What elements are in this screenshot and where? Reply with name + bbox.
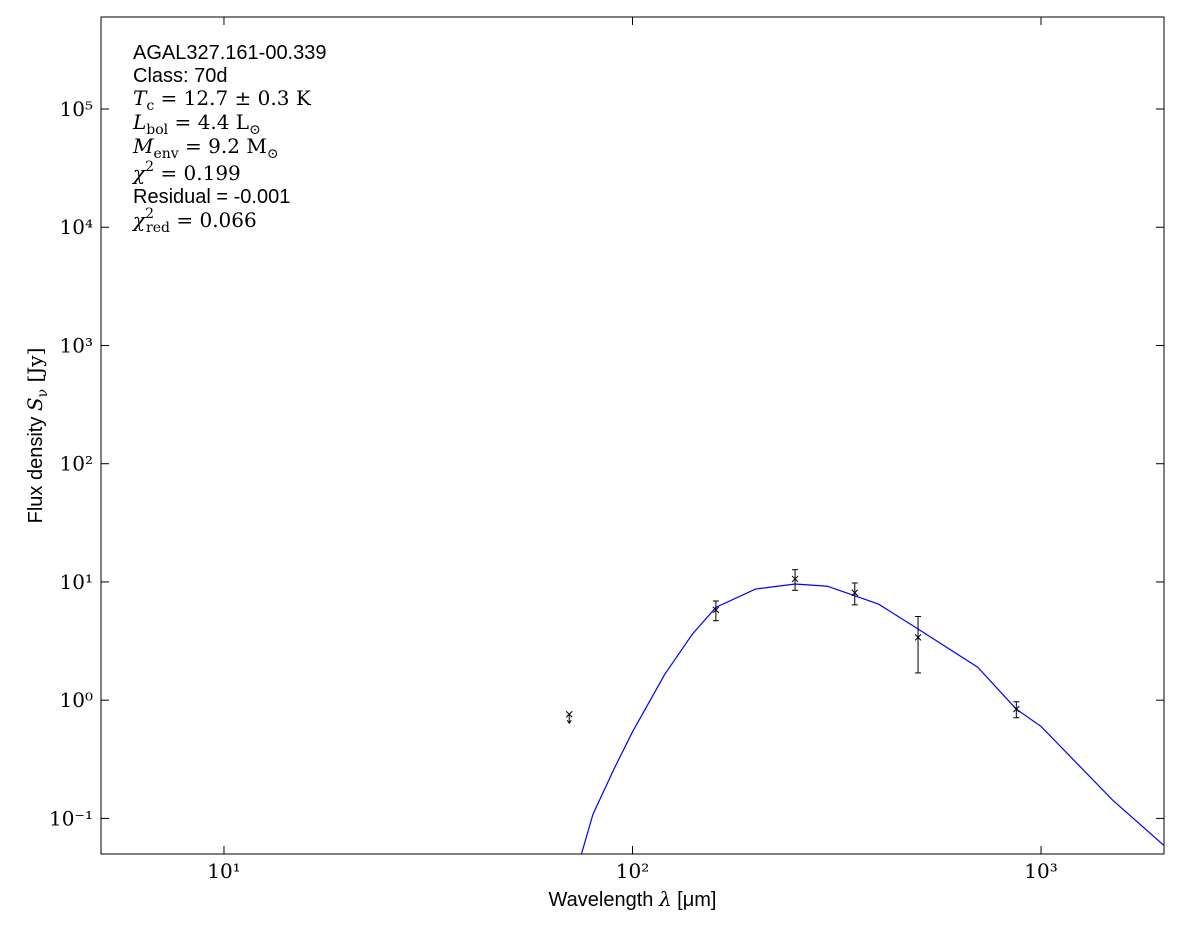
- y-label-unit: [Jy]: [23, 348, 47, 389]
- error-bar: [712, 600, 719, 622]
- x-axis-label: Wavelength λ [μm]: [549, 887, 717, 911]
- annotation-symbol: T: [133, 86, 148, 110]
- y-tick-label: 10⁰: [60, 688, 93, 712]
- annotation: χ2 = 0.199: [131, 159, 241, 185]
- y-tick-label: 10²: [60, 452, 93, 476]
- y-tick-label: 10⁻¹: [49, 806, 93, 830]
- annotation-text: = 4.4 L: [168, 110, 249, 134]
- annotation-text: = 9.2 M: [179, 134, 267, 158]
- y-label-symbol: S: [23, 397, 47, 411]
- error-bar: [915, 616, 922, 674]
- y-label-text: Flux density: [25, 411, 47, 523]
- annotation-sub2: ⊙: [249, 122, 261, 138]
- annotation-sup: 2: [145, 159, 154, 175]
- annotation-text: = 0.066: [170, 208, 257, 232]
- x-tick-label: 10³: [1024, 859, 1057, 883]
- annotation-symbol: L: [132, 110, 146, 134]
- x-label-text: Wavelength: [549, 889, 659, 911]
- y-tick-label: 10³: [60, 333, 93, 357]
- annotation-text: = 0.199: [154, 161, 241, 185]
- annotation-sup: 2: [145, 206, 154, 222]
- upper-limit: [565, 710, 573, 725]
- annotation-symbol: χ: [131, 208, 147, 232]
- annotation-symbol: χ: [131, 161, 147, 185]
- x-tick-label: 10²: [616, 859, 649, 883]
- y-tick-label: 10¹: [60, 570, 93, 594]
- annotation: Residual = -0.001: [133, 186, 290, 208]
- annotation-text: = 12.7 ± 0.3 K: [154, 86, 312, 110]
- annotation-sub: c: [146, 98, 154, 114]
- annotation-sub: env: [153, 146, 178, 162]
- annotation: AGAL327.161-00.339: [133, 42, 327, 64]
- data-point: [791, 575, 799, 583]
- data-point: [1012, 705, 1020, 713]
- annotation: Menv = 9.2 M⊙: [132, 134, 279, 162]
- annotation-sub2: ⊙: [267, 146, 279, 162]
- annotation: Class: 70d: [133, 65, 228, 87]
- annotation-symbol: M: [132, 134, 154, 158]
- data-point: [851, 589, 859, 597]
- y-axis-label: Flux density Sν [Jy]: [23, 348, 51, 524]
- annotation: Lbol = 4.4 L⊙: [132, 110, 261, 138]
- data-point: [712, 606, 720, 614]
- data-point: [914, 633, 922, 641]
- annotation: χ2 red = 0.066: [131, 206, 257, 236]
- y-tick-label: 10⁴: [60, 215, 93, 239]
- y-tick-label: 10⁵: [60, 97, 93, 121]
- x-label-unit: [μm]: [672, 889, 717, 911]
- annotation: Tc = 12.7 ± 0.3 K: [133, 86, 312, 114]
- x-label-symbol: λ: [658, 887, 672, 911]
- error-bar: [851, 582, 858, 606]
- x-tick-label: 10¹: [207, 859, 240, 883]
- y-label-sub: ν: [35, 389, 51, 398]
- annotation-sub: red: [146, 220, 170, 236]
- annotation-sub: bol: [146, 122, 168, 138]
- error-bar: [792, 569, 799, 591]
